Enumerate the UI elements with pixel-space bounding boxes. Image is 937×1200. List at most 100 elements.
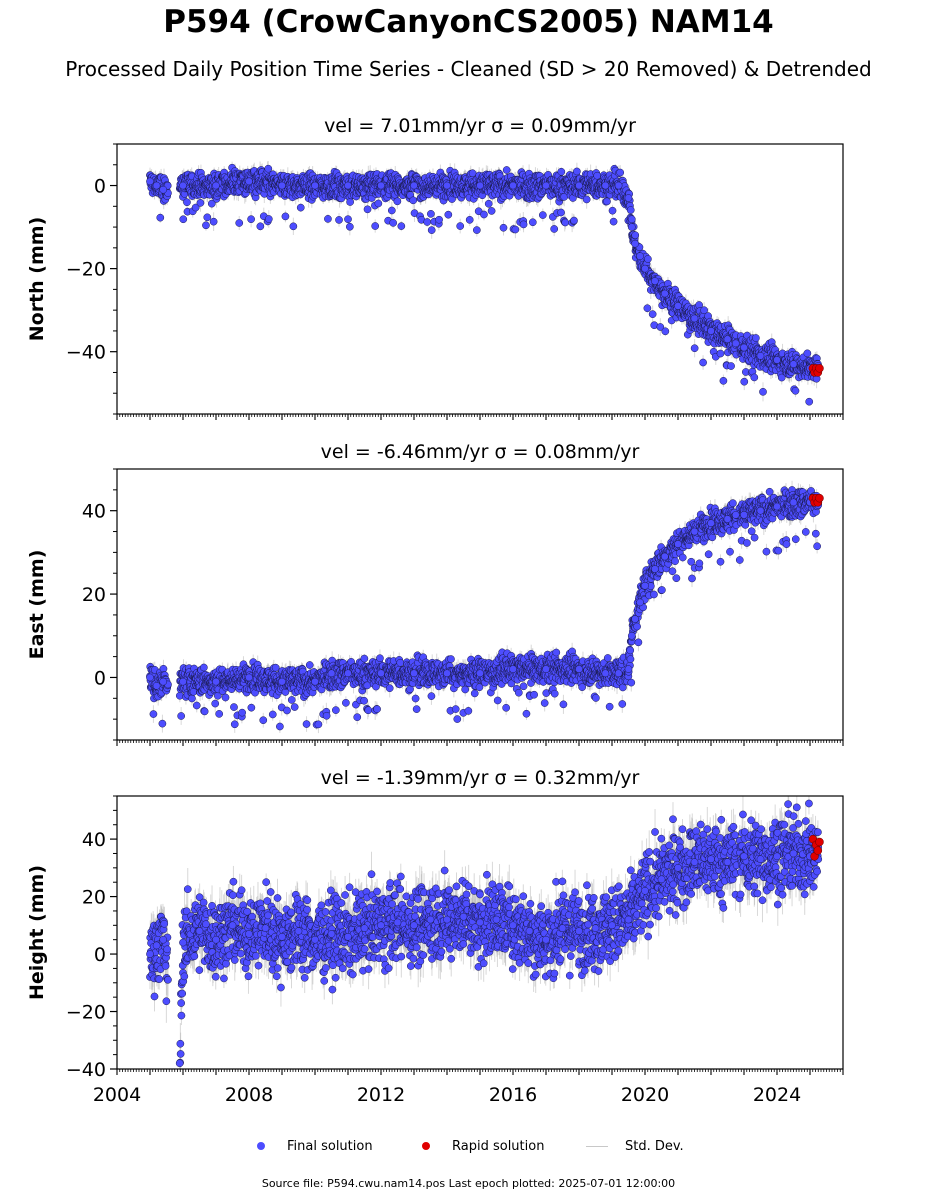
final-solution-point <box>627 223 636 231</box>
final-solution-point <box>289 222 298 231</box>
final-solution-point <box>179 215 188 224</box>
final-solution-point <box>443 181 451 190</box>
final-solution-point <box>777 373 786 382</box>
final-solution-point <box>203 213 212 222</box>
final-solution-point <box>456 222 465 230</box>
final-solution-point <box>363 205 372 214</box>
final-solution-point <box>641 264 649 273</box>
final-solution-point <box>346 198 354 206</box>
final-solution-point <box>345 222 354 231</box>
final-solution-point <box>561 218 570 227</box>
final-solution-point <box>773 356 781 364</box>
final-solution-point <box>570 216 578 225</box>
final-solution-point <box>538 211 547 219</box>
final-solution-point <box>573 167 581 176</box>
final-solution-point <box>393 197 402 206</box>
final-solution-point <box>159 185 168 194</box>
final-solution-point <box>690 314 699 323</box>
final-solution-point <box>651 277 659 285</box>
final-solution-point <box>476 181 484 190</box>
final-solution-point <box>643 304 652 313</box>
final-solution-point <box>212 181 220 190</box>
final-solution-point <box>805 397 814 406</box>
final-solution-point <box>609 217 618 226</box>
final-solution-point <box>656 323 665 331</box>
chart-title: P594 (CrowCanyonCS2005) NAM14 <box>163 4 774 40</box>
final-solution-point <box>627 215 636 224</box>
final-solution-point <box>247 215 255 224</box>
final-solution-point <box>542 181 550 190</box>
final-solution-point <box>631 231 640 240</box>
final-solution-point <box>756 351 765 360</box>
final-solution-point <box>759 387 767 396</box>
final-solution-point <box>324 215 332 223</box>
chart-subtitle: Processed Daily Position Time Series - C… <box>65 57 872 81</box>
final-solution-point <box>335 216 343 224</box>
final-solution-point <box>636 252 644 261</box>
final-solution-point <box>196 199 205 207</box>
final-solution-point <box>752 334 760 342</box>
final-solution-point <box>707 327 715 335</box>
final-solution-point <box>264 164 273 173</box>
final-solution-point <box>427 210 435 218</box>
final-solution-point <box>727 362 735 370</box>
final-solution-point <box>484 199 493 208</box>
final-solution-point <box>264 215 273 223</box>
final-solution-point <box>731 339 740 348</box>
final-solution-point <box>519 220 528 229</box>
final-solution-point <box>608 206 617 215</box>
final-solution-point <box>509 181 517 190</box>
final-solution-point <box>700 306 708 315</box>
final-solution-point <box>557 208 565 217</box>
final-solution-point <box>191 203 200 212</box>
final-solution-point <box>750 373 759 382</box>
final-solution-point <box>397 222 406 230</box>
final-solution-point <box>719 376 728 385</box>
final-solution-point <box>472 226 481 234</box>
final-solution-point <box>444 210 453 219</box>
final-solution-point <box>278 181 286 190</box>
final-solution-point <box>435 215 443 224</box>
final-solution-point <box>427 226 436 234</box>
final-solution-point <box>409 196 418 205</box>
final-solution-point <box>690 344 699 353</box>
final-solution-point <box>648 310 657 318</box>
final-solution-point <box>502 166 511 174</box>
final-solution-point <box>209 217 218 226</box>
final-solution-point <box>344 215 352 224</box>
final-solution-point <box>146 177 154 186</box>
final-solution-point <box>575 181 583 190</box>
rapid-solution-points-north <box>808 364 824 377</box>
final-solution-point <box>603 197 611 206</box>
final-solution-point <box>593 171 602 180</box>
final-solution-point <box>644 255 652 263</box>
final-solution-point <box>499 223 508 232</box>
final-solution-point <box>281 212 290 221</box>
final-solution-point <box>699 358 707 367</box>
final-solution-point <box>245 177 253 186</box>
final-solution-point <box>740 377 749 386</box>
final-solution-point <box>614 181 623 190</box>
final-solution-point <box>296 203 305 212</box>
final-solution-point <box>791 386 800 395</box>
final-solution-point <box>624 194 633 202</box>
final-solution-point <box>207 199 216 208</box>
final-solution-point <box>387 206 396 215</box>
final-solution-point <box>511 225 520 234</box>
final-solution-point <box>389 219 397 227</box>
final-solution-point <box>152 181 161 190</box>
final-solution-point <box>374 199 383 208</box>
final-solution-point <box>487 207 496 215</box>
final-solution-point <box>465 215 474 224</box>
final-solution-point <box>716 349 725 358</box>
final-solution-point <box>550 225 559 233</box>
final-solution-point <box>528 218 537 227</box>
final-solution-point <box>661 327 670 336</box>
final-solution-point <box>202 221 210 230</box>
final-solution-point <box>601 181 610 190</box>
final-solution-point <box>371 222 380 230</box>
final-solution-point <box>740 343 748 352</box>
final-solution-point <box>235 219 244 227</box>
